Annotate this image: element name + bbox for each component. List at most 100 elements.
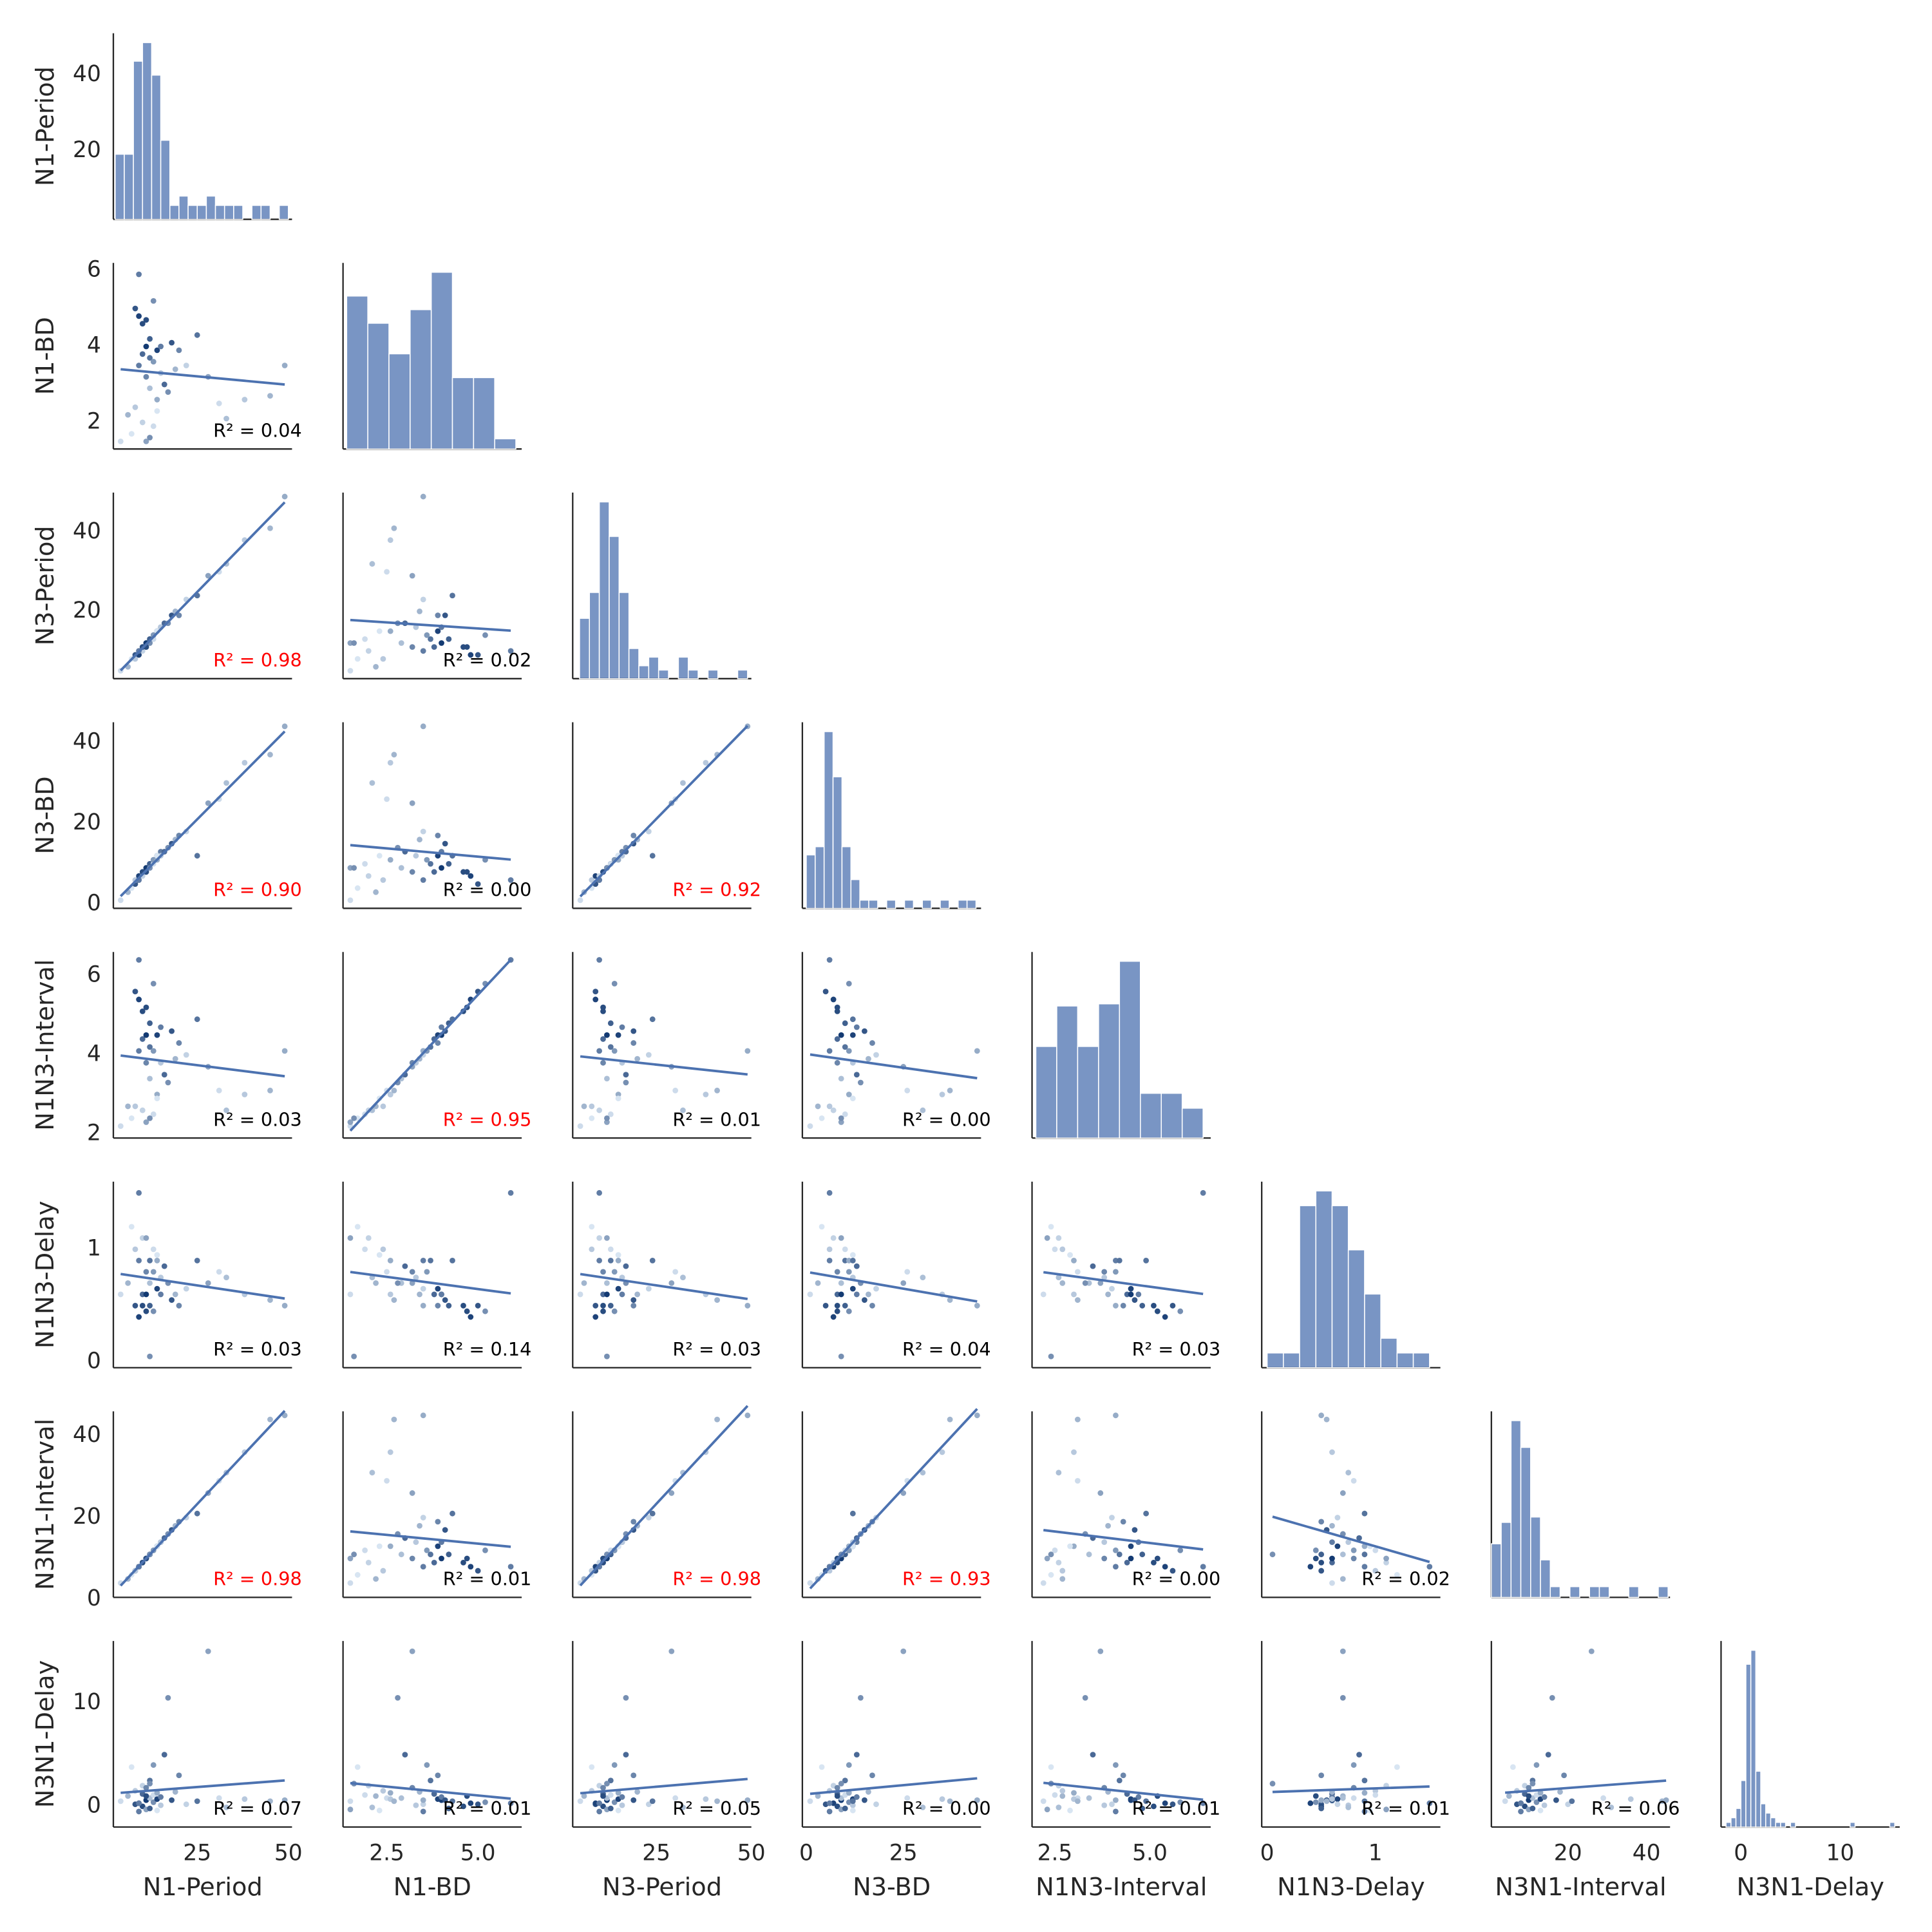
scatter-point	[1340, 1795, 1346, 1801]
scatter-point	[680, 780, 686, 786]
scatter-point	[395, 1280, 401, 1286]
scatter-point	[1044, 1555, 1050, 1562]
hist-bar	[169, 205, 180, 220]
scatter-point	[439, 1024, 444, 1030]
scatter-point	[1345, 1539, 1352, 1546]
scatter-point	[1132, 1527, 1138, 1533]
y-tick-label: 20	[73, 137, 101, 163]
scatter-point	[242, 397, 248, 402]
scatter-point	[1334, 1515, 1341, 1520]
regression-line	[1505, 1779, 1667, 1794]
scatter-point	[1059, 1280, 1066, 1286]
r2-label: R² = 0.02	[1361, 1568, 1450, 1590]
x-tick-label: 2.5	[369, 1841, 404, 1866]
scatter-point	[143, 1032, 149, 1038]
scatter-point	[117, 1123, 124, 1130]
scatter-point	[1329, 1796, 1335, 1803]
scatter-point	[846, 1308, 852, 1314]
scatter-point	[1518, 1808, 1524, 1815]
scatter-point	[630, 1297, 637, 1303]
scatter-point	[420, 1515, 426, 1520]
y-tick-label: 10	[73, 1689, 101, 1715]
scatter-point	[216, 1795, 222, 1801]
scatter-point	[420, 1303, 426, 1309]
scatter-point	[242, 1092, 248, 1097]
scatter-point	[834, 1303, 840, 1309]
scatter-point	[223, 780, 229, 786]
scatter-point	[223, 1804, 229, 1810]
scatter-point	[1154, 1555, 1160, 1562]
hist-bar	[1750, 1649, 1757, 1828]
scatter-point	[435, 1519, 441, 1525]
scatter-point	[1109, 1515, 1115, 1520]
hist-bar	[841, 846, 852, 909]
regression-line	[120, 1779, 285, 1794]
hist-bar	[1540, 1559, 1551, 1598]
hist-bar	[1501, 1522, 1512, 1598]
hist-bar	[1628, 1586, 1640, 1598]
x-tick-label: 20	[1554, 1841, 1582, 1866]
scatter-point	[1383, 1555, 1389, 1562]
scatter-point	[139, 351, 146, 357]
scatter-point	[1082, 1694, 1088, 1701]
hist-bar	[850, 879, 860, 909]
scatter-point	[838, 1119, 844, 1125]
hist-bar	[658, 669, 669, 679]
hist-bar	[346, 295, 368, 450]
hist-bar	[1412, 1352, 1430, 1368]
scatter-point	[417, 837, 422, 843]
scatter-point	[172, 1056, 178, 1062]
scatter-point	[714, 1798, 720, 1804]
scatter-point	[1541, 1794, 1548, 1800]
scatter-point	[369, 561, 375, 567]
scatter-point	[413, 853, 419, 859]
scatter-point	[351, 1551, 357, 1558]
hist-bar	[1380, 1338, 1398, 1368]
scatter-point	[165, 1079, 171, 1086]
scatter-point	[154, 1285, 160, 1292]
x-tick-label: 2.5	[1037, 1841, 1073, 1866]
hist-bar	[1735, 1808, 1742, 1828]
scatter-point	[1116, 1777, 1122, 1784]
scatter-point	[900, 1490, 907, 1496]
scatter-point	[900, 1648, 907, 1654]
scatter-point	[373, 1793, 379, 1799]
r2-label: R² = 0.03	[1132, 1338, 1221, 1360]
scatter-point	[132, 305, 138, 312]
scatter-point	[619, 1291, 625, 1298]
scatter-point	[904, 1795, 911, 1801]
x-axis-label: N1N3-Interval	[1036, 1873, 1207, 1902]
hist-bar	[737, 669, 748, 679]
scatter-point	[172, 1291, 178, 1298]
scatter-point	[409, 573, 415, 579]
scatter-point	[205, 1648, 211, 1654]
scatter-point	[143, 1235, 149, 1241]
scatter-point	[125, 1280, 131, 1286]
scatter-point	[807, 1123, 813, 1130]
scatter-point	[1383, 1806, 1389, 1813]
scatter-point	[1105, 1522, 1112, 1529]
hist-bar	[233, 205, 243, 220]
scatter-point	[242, 1796, 248, 1803]
x-tick-label: 1	[1368, 1841, 1383, 1866]
scatter-point	[136, 313, 142, 319]
scatter-point	[154, 1092, 160, 1097]
regression-line	[350, 618, 511, 632]
scatter-point	[581, 1280, 587, 1286]
scatter-point	[136, 996, 142, 1003]
y-tick-label: 4	[87, 333, 101, 359]
scatter-point	[607, 1805, 614, 1812]
scatter-point	[143, 439, 149, 444]
hist-bar	[205, 195, 216, 220]
r2-label: R² = 0.00	[443, 879, 532, 901]
scatter-point	[1323, 1798, 1330, 1804]
hist-bar	[473, 377, 495, 450]
scatter-point	[347, 897, 354, 904]
scatter-point	[1109, 1285, 1115, 1292]
r2-label: R² = 0.92	[672, 879, 761, 901]
scatter-point	[649, 1798, 656, 1804]
scatter-point	[365, 1559, 372, 1566]
scatter-point	[853, 1024, 860, 1030]
scatter-point	[649, 853, 656, 859]
scatter-point	[866, 1056, 871, 1062]
